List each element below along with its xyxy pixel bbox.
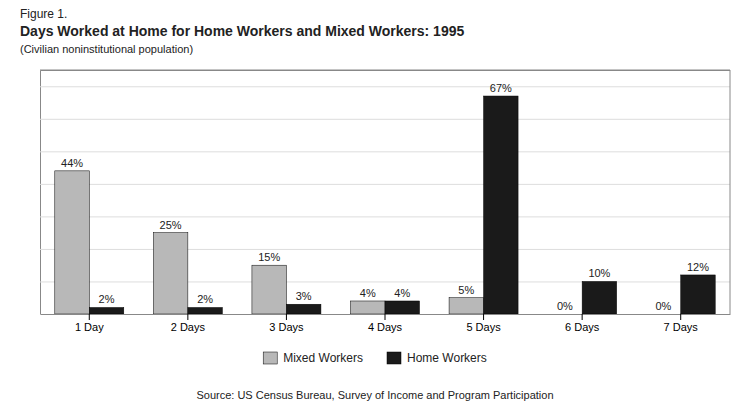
legend-swatch [387, 352, 401, 364]
x-tick-label: 4 Days [368, 321, 403, 333]
x-tick: 6 Days [565, 314, 600, 333]
tick-mark [286, 314, 287, 320]
data-labels: 44% 25% 15% 4% 5% 0% 0% 2% 2% 3% 4% 67% 10% 12% [61, 82, 709, 312]
bar [153, 233, 188, 314]
y-tick [40, 281, 730, 282]
data-label: 15% [258, 251, 280, 263]
data-label: 5% [458, 284, 474, 296]
tick-mark [187, 314, 188, 320]
bar [252, 265, 287, 314]
x-tick: 3 Days [269, 314, 304, 333]
tick-mark [483, 314, 484, 320]
x-axis: 1 Day 2 Days 3 Days 4 Days 5 Days 6 Days 7 Day… [41, 314, 731, 333]
data-label: 4% [394, 287, 410, 299]
grid-line [40, 86, 730, 87]
grid-line [40, 281, 730, 282]
bar [548, 314, 583, 315]
x-tick: 4 Days [368, 314, 403, 333]
bar [351, 301, 386, 314]
title: Days Worked at Home for Home Workers and… [20, 23, 464, 39]
plot: 44% 25% 15% 4% 5% 0% 0% 2% 2% 3% 4% 67% 10% 12% 1 Day 2… [40, 70, 731, 333]
bar [188, 307, 223, 314]
bar [449, 298, 484, 314]
bar [89, 307, 124, 314]
bar [681, 275, 716, 314]
x-tick-label: 2 Days [171, 321, 206, 333]
y-axis [40, 71, 730, 315]
bars [55, 96, 715, 314]
data-label: 3% [296, 290, 312, 302]
bar [385, 301, 420, 314]
tick-mark [385, 314, 386, 320]
bar [286, 304, 321, 314]
data-label: 0% [656, 300, 672, 312]
data-label: 12% [687, 261, 709, 273]
subtitle: (Civilian noninstitutional population) [20, 43, 193, 55]
bar [484, 96, 518, 314]
y-tick [40, 86, 730, 87]
y-tick [40, 184, 730, 185]
data-label: 4% [360, 287, 376, 299]
tick-mark [582, 314, 583, 320]
legend-swatch [263, 352, 277, 364]
grid-line [40, 119, 730, 120]
grid-line [40, 151, 730, 152]
plot-frame [40, 70, 730, 71]
bar [646, 314, 681, 315]
legend-label: Mixed Workers [283, 351, 363, 365]
x-tick-label: 5 Days [466, 321, 501, 333]
y-tick [40, 249, 730, 250]
x-tick: 1 Day [75, 314, 104, 333]
x-tick: 7 Days [664, 314, 699, 333]
x-tick-label: 6 Days [565, 321, 600, 333]
tick-mark [89, 314, 90, 320]
x-tick-label: 1 Day [75, 321, 104, 333]
x-tick: 2 Days [171, 314, 206, 333]
legend-label: Home Workers [407, 351, 487, 365]
x-tick: 5 Days [466, 314, 501, 333]
data-label: 44% [61, 157, 83, 169]
y-tick [40, 119, 730, 120]
legend-item: Mixed Workers [263, 351, 363, 365]
data-label: 0% [557, 300, 573, 312]
plot-frame [730, 70, 731, 314]
figure-label: Figure 1. [20, 7, 67, 21]
y-tick [40, 216, 730, 217]
data-label: 2% [99, 293, 115, 305]
y-axis-line [41, 71, 731, 315]
x-tick-label: 7 Days [664, 321, 699, 333]
legend: Mixed Workers Home Workers [263, 351, 487, 365]
bar [55, 171, 90, 314]
grid-line [40, 184, 730, 185]
source: Source: US Census Bureau, Survey of Inco… [196, 389, 553, 401]
grid-line [40, 216, 730, 217]
chart: Figure 1. Days Worked at Home for Home Wo… [0, 0, 750, 409]
legend-item: Home Workers [387, 351, 487, 365]
x-tick-label: 3 Days [269, 321, 304, 333]
y-tick [40, 151, 730, 152]
data-label: 67% [490, 82, 512, 94]
tick-mark [680, 314, 681, 320]
data-label: 25% [160, 219, 182, 231]
data-label: 2% [197, 293, 213, 305]
grid-line [40, 249, 730, 250]
data-label: 10% [588, 267, 610, 279]
bar [582, 281, 617, 314]
